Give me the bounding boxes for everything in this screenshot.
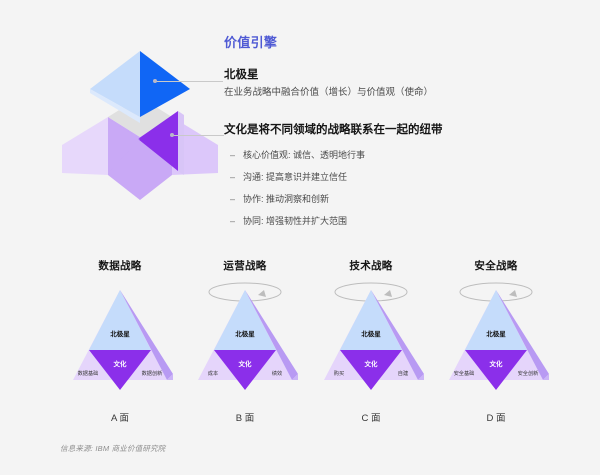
callout-culture: 文化是将不同领域的战略联系在一起的纽带 – 核心价值观: 诚信、透明地行事 – 沟通… <box>224 122 564 227</box>
pyramid-cell-technology-strategy: 技术战略 北极星 文化 购买 自建 C <box>296 250 446 430</box>
culture-face <box>465 350 527 390</box>
list-item: – 沟通: 提高意识并建立信任 <box>230 171 564 184</box>
pyramid-top-label: 北极星 <box>110 329 130 338</box>
northstar-face <box>465 290 527 350</box>
pyramid-middle-label: 文化 <box>364 359 379 368</box>
pyramid-side-strip <box>245 290 298 380</box>
pyramid-left-label: 安全基础 <box>454 369 475 377</box>
culture-bullet-list: – 核心价值观: 诚信、透明地行事 – 沟通: 提高意识并建立信任 – 协作: 推动洞… <box>230 149 564 228</box>
list-item: – 协同: 增强韧性并扩大范围 <box>230 215 564 228</box>
culture-face <box>340 350 402 390</box>
northstar-face <box>340 290 402 350</box>
callout-northstar-title: 北极星 <box>224 69 259 81</box>
pyramid-graphic: 北极星 文化 成本 绩效 <box>170 278 320 398</box>
connector-line-culture <box>172 135 224 136</box>
pyramid-left-label: 数据基础 <box>78 369 99 377</box>
bullet-dash: – <box>230 149 236 160</box>
list-item-label: 核心价值观: 诚信、透明地行事 <box>243 149 366 160</box>
pyramid-middle-label: 文化 <box>113 359 128 368</box>
list-item: – 核心价值观: 诚信、透明地行事 <box>230 149 564 162</box>
base-front-left-shade <box>108 119 140 173</box>
pyramid-title: 数据战略 <box>98 260 142 272</box>
pyramid-top-label: 北极星 <box>361 329 381 338</box>
list-item-label: 协作: 推动洞察和创新 <box>243 193 330 204</box>
list-item: – 协作: 推动洞察和创新 <box>230 193 564 206</box>
callout-northstar: 北极星 在业务战略中融合价值（增长）与价值观（使命） <box>224 67 564 100</box>
pyramid-side-cap <box>292 374 298 380</box>
culture-wedge-side <box>178 111 184 175</box>
pyramid-middle-label: 文化 <box>489 359 504 368</box>
pyramid-title: 安全战略 <box>474 260 518 272</box>
pyramid-face-label: B 面 <box>235 413 255 424</box>
callout-northstar-subtitle: 在业务战略中融合价值（增长）与价值观（使命） <box>224 87 434 99</box>
pyramid-graphic: 北极星 文化 数据基础 数据创新 <box>45 278 195 398</box>
callout-panel: 价值引擎 北极星 在业务战略中融合价值（增长）与价值观（使命） 文化是将不同领域… <box>224 36 564 237</box>
pyramid-side-strip <box>371 290 424 380</box>
pyramid-cell-data-strategy: 数据战略 北极星 文化 数据基础 数据创新 A 面 <box>45 250 195 430</box>
pyramid-side-cap <box>167 374 173 380</box>
culture-face <box>214 350 276 390</box>
pyramid-right-label: 安全创新 <box>518 369 539 377</box>
pyramid-left-label: 成本 <box>208 369 218 377</box>
northstar-face <box>89 290 151 350</box>
northstar-right-face <box>140 51 190 117</box>
source-attribution: 信息来源: IBM 商业价值研究院 <box>60 444 166 453</box>
pyramid-top-label: 北极星 <box>486 329 506 338</box>
pyramid-cell-security-strategy: 安全战略 北极星 文化 安全基础 安全创新 <box>421 250 571 430</box>
exploded-pyramid-graphic <box>60 45 220 200</box>
pyramid-right-label: 绩效 <box>272 369 283 377</box>
pyramid-side-strip <box>496 290 549 380</box>
northstar-face <box>214 290 276 350</box>
pyramid-top-label: 北极星 <box>235 329 255 338</box>
pyramid-side-strip <box>120 290 173 380</box>
pyramid-side-cap <box>418 374 424 380</box>
pyramid-title: 运营战略 <box>223 260 267 272</box>
pyramid-side-cap <box>543 374 549 380</box>
bullet-dash: – <box>230 215 236 226</box>
pyramid-cell-operations-strategy: 运营战略 北极星 文化 成本 绩效 B <box>170 250 320 430</box>
pyramid-middle-label: 文化 <box>238 359 253 368</box>
northstar-left-face <box>90 51 140 117</box>
callout-culture-title: 文化是将不同领域的战略联系在一起的纽带 <box>224 124 443 137</box>
pyramid-title: 技术战略 <box>349 260 393 272</box>
connector-line-northstar <box>155 81 223 82</box>
bullet-dash: – <box>230 193 236 204</box>
pyramid-face-label: A 面 <box>111 413 129 424</box>
pyramid-face-label: D 面 <box>486 413 506 424</box>
list-item-label: 协同: 增强韧性并扩大范围 <box>243 215 348 226</box>
page-title: 价值引擎 <box>224 35 278 50</box>
culture-wedge <box>138 111 178 171</box>
pyramid-graphic: 北极星 文化 购买 自建 <box>296 278 446 398</box>
pyramid-left-label: 购买 <box>334 369 344 377</box>
pyramid-right-label: 数据创新 <box>142 369 163 377</box>
northstar-base-edge <box>90 89 140 123</box>
pyramid-grid: 数据战略 北极星 文化 数据基础 数据创新 A 面 运营战略 <box>0 250 600 430</box>
list-item-label: 沟通: 提高意识并建立信任 <box>243 171 348 182</box>
base-left-pale-face <box>62 117 108 175</box>
pyramid-right-label: 自建 <box>398 369 408 377</box>
culture-face <box>89 350 151 390</box>
pyramid-face-label: C 面 <box>361 413 381 424</box>
connector-dot-culture <box>170 133 174 137</box>
bullet-dash: – <box>230 171 236 182</box>
pyramid-graphic: 北极星 文化 安全基础 安全创新 <box>421 278 571 398</box>
connector-dot-northstar <box>153 79 157 83</box>
